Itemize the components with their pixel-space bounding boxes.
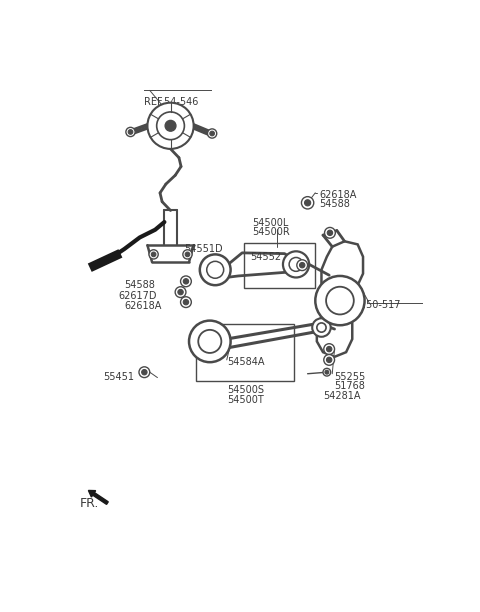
- Circle shape: [326, 287, 354, 315]
- Circle shape: [142, 370, 147, 375]
- Circle shape: [326, 357, 332, 362]
- Text: 54281A: 54281A: [323, 392, 360, 401]
- Text: 54500T: 54500T: [227, 395, 264, 405]
- Circle shape: [207, 261, 224, 278]
- Bar: [244, 243, 315, 288]
- Circle shape: [185, 252, 190, 256]
- Circle shape: [283, 252, 309, 277]
- Circle shape: [147, 103, 193, 149]
- Circle shape: [325, 370, 329, 374]
- Circle shape: [324, 354, 335, 365]
- Text: REF.54-546: REF.54-546: [144, 97, 199, 106]
- Text: 54551D: 54551D: [184, 244, 223, 255]
- Text: 62618A: 62618A: [124, 300, 162, 310]
- FancyArrow shape: [88, 490, 108, 504]
- Text: 55255: 55255: [335, 372, 366, 382]
- Text: 54500R: 54500R: [252, 228, 290, 237]
- Circle shape: [207, 129, 217, 138]
- Text: 62618A: 62618A: [319, 190, 357, 201]
- Text: 62617D: 62617D: [118, 291, 156, 300]
- Circle shape: [317, 323, 326, 332]
- Text: 54500S: 54500S: [227, 386, 264, 395]
- Circle shape: [327, 230, 333, 236]
- Circle shape: [210, 131, 215, 136]
- Circle shape: [200, 255, 230, 285]
- Circle shape: [165, 121, 176, 131]
- Circle shape: [139, 367, 150, 378]
- Text: 54588: 54588: [124, 280, 155, 290]
- Text: 55451: 55451: [104, 372, 134, 382]
- Circle shape: [189, 321, 230, 362]
- Circle shape: [323, 368, 331, 376]
- Circle shape: [151, 252, 156, 256]
- Text: 54552: 54552: [251, 252, 282, 262]
- Circle shape: [301, 196, 314, 209]
- Text: FR.: FR.: [80, 497, 99, 510]
- Circle shape: [300, 263, 305, 268]
- Circle shape: [149, 250, 158, 259]
- Circle shape: [128, 130, 133, 134]
- Text: REF.50-517: REF.50-517: [346, 300, 401, 310]
- Circle shape: [324, 228, 336, 238]
- Circle shape: [315, 276, 365, 325]
- Circle shape: [289, 258, 303, 271]
- Circle shape: [183, 250, 192, 259]
- Circle shape: [183, 278, 189, 284]
- Circle shape: [183, 299, 189, 305]
- Circle shape: [312, 318, 331, 337]
- Circle shape: [175, 287, 186, 297]
- Circle shape: [326, 346, 332, 352]
- Circle shape: [126, 127, 135, 136]
- Circle shape: [198, 330, 221, 353]
- Text: 54584A: 54584A: [227, 357, 264, 367]
- Circle shape: [324, 344, 335, 354]
- Text: 51768: 51768: [335, 381, 365, 392]
- Circle shape: [156, 112, 184, 140]
- Circle shape: [180, 276, 192, 287]
- Circle shape: [178, 289, 183, 295]
- Text: 54500L: 54500L: [252, 218, 288, 228]
- Circle shape: [180, 297, 192, 307]
- Text: 54588: 54588: [319, 199, 350, 209]
- Bar: [196, 324, 294, 381]
- Bar: [88, 249, 122, 272]
- Circle shape: [297, 259, 308, 271]
- Circle shape: [304, 200, 311, 206]
